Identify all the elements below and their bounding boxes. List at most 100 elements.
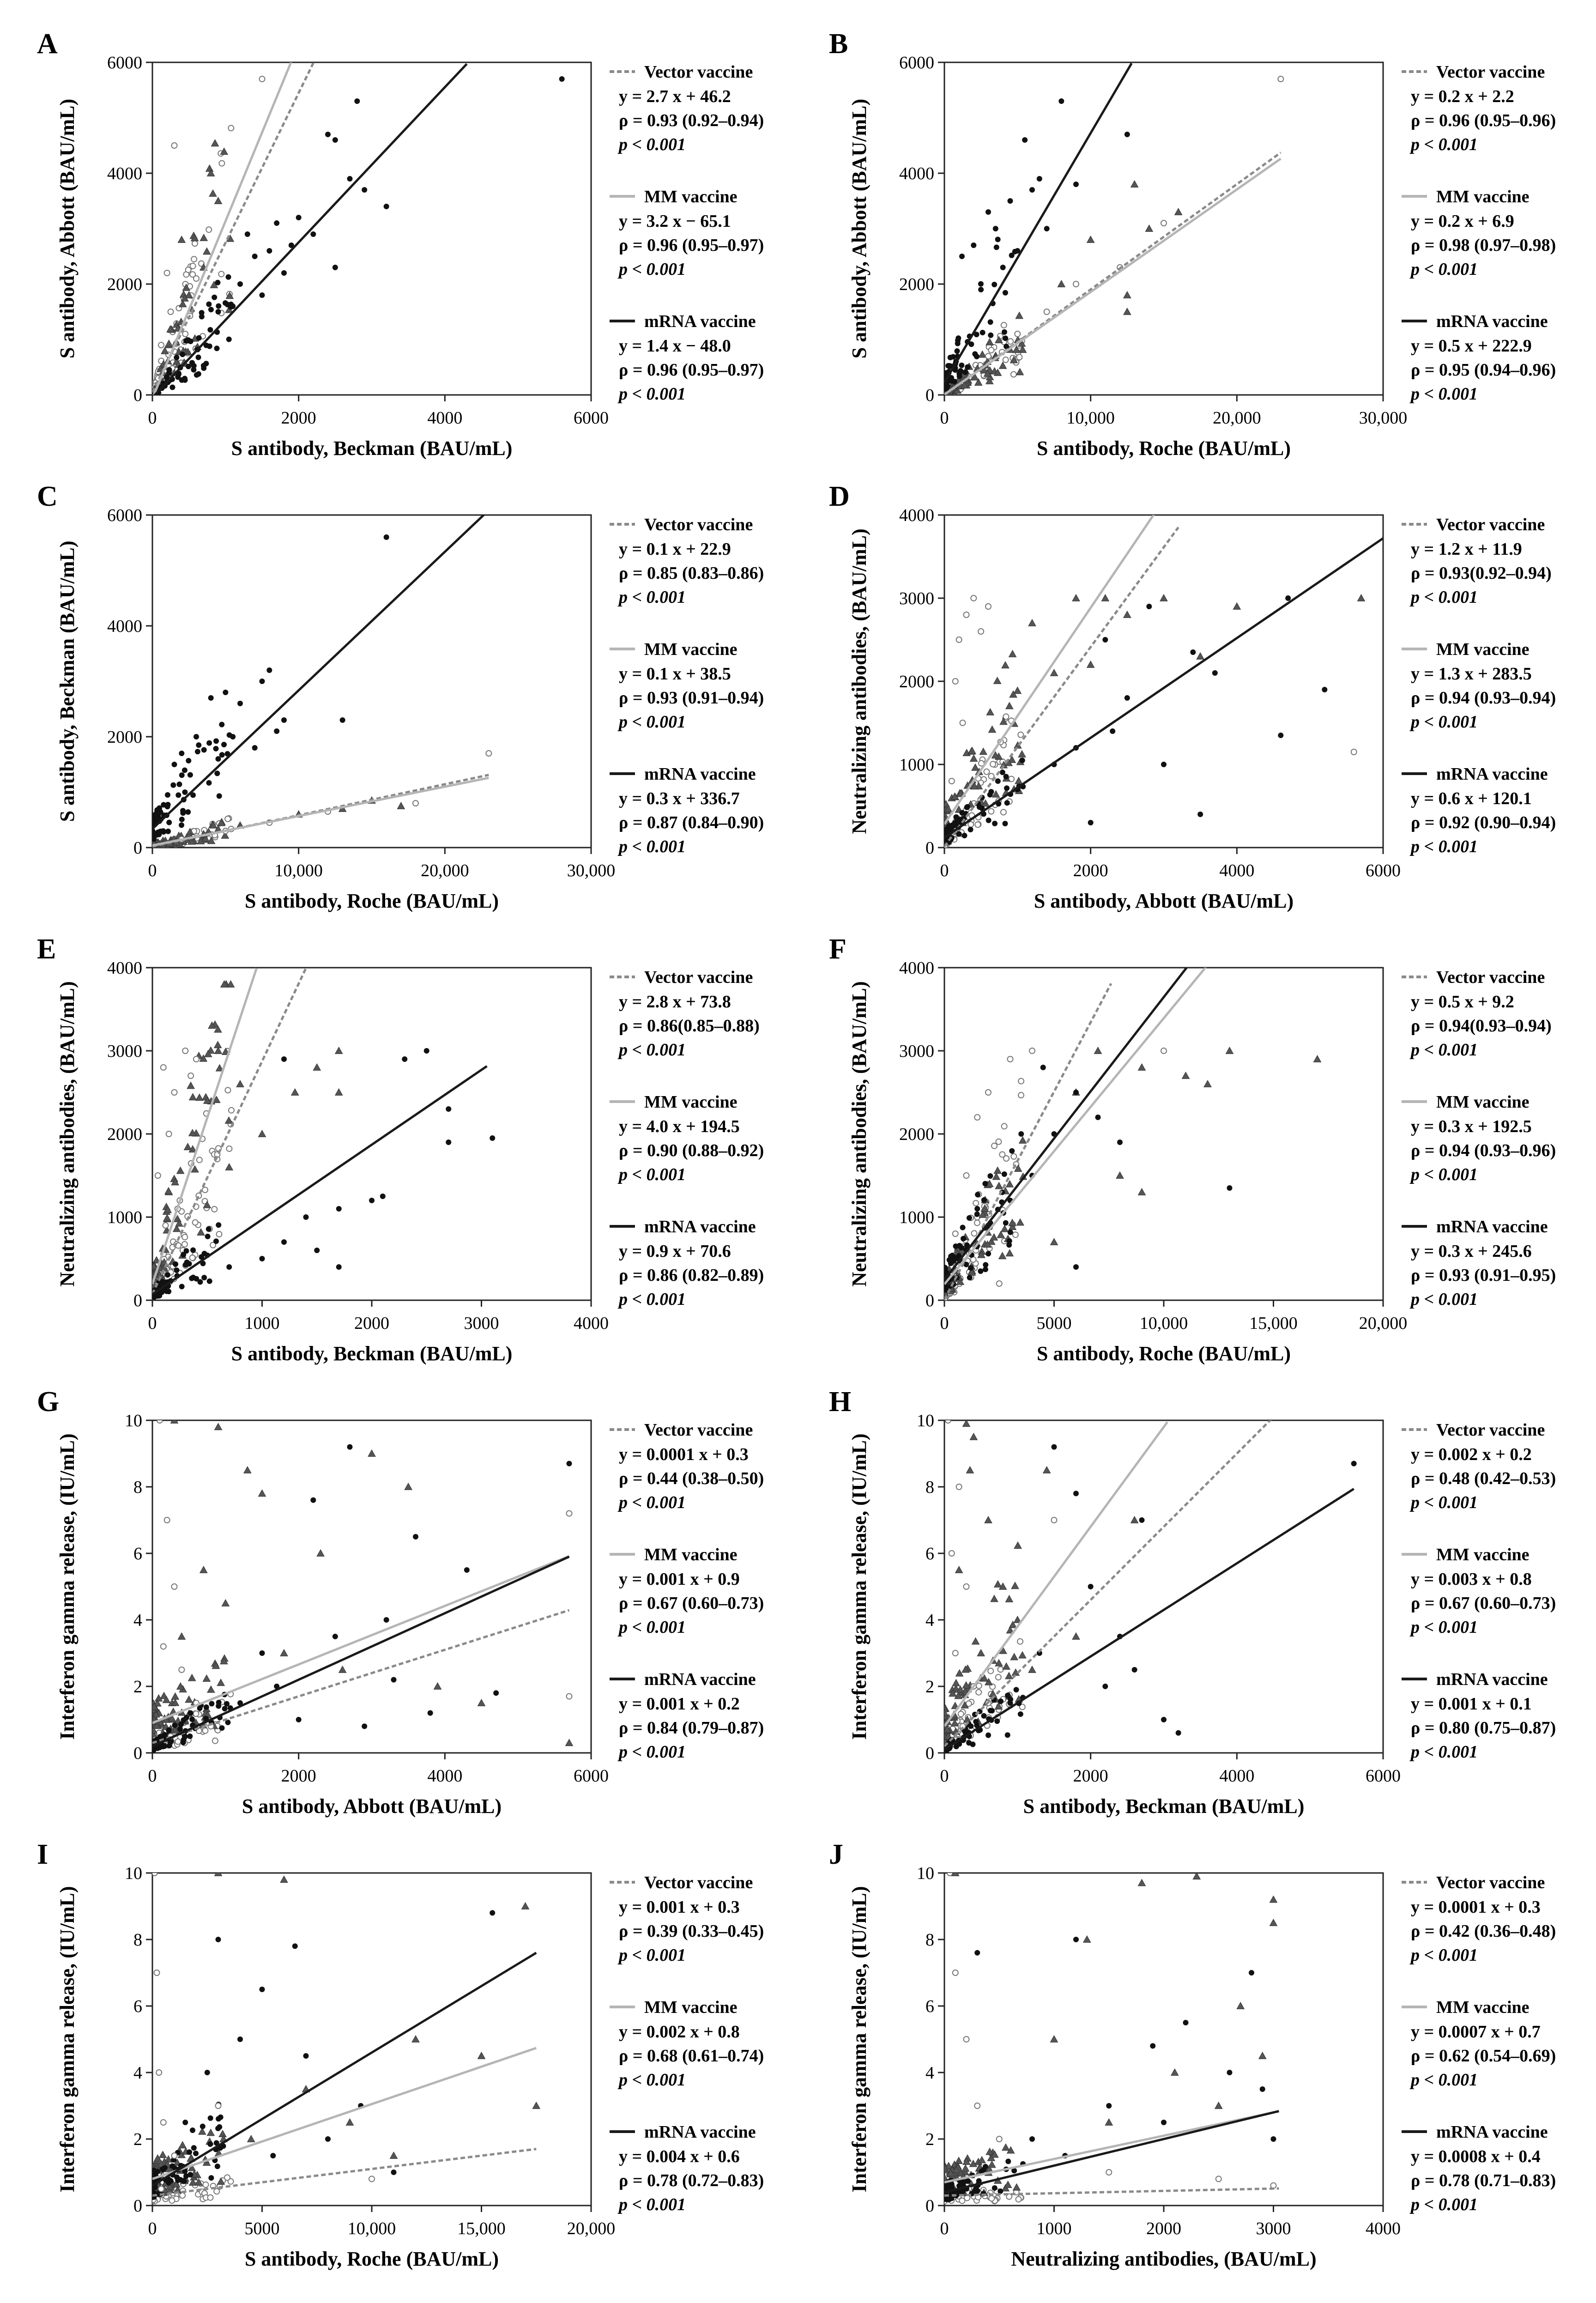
point-mm-cluster: [188, 1128, 197, 1136]
point-mm-cluster: [997, 1230, 1005, 1238]
y-tick-label: 8: [133, 1930, 142, 1950]
point-mrna: [325, 2136, 331, 2142]
legend-equation: y = 0.5 x + 222.9: [1411, 336, 1532, 356]
point-mrna-cluster: [213, 738, 219, 744]
x-tick-label: 10,000: [1140, 1314, 1188, 1333]
y-tick-label: 0: [925, 838, 934, 858]
point-mrna-cluster: [182, 789, 188, 795]
point-mrna: [1249, 1970, 1254, 1976]
regression-line-mrna: [153, 63, 468, 395]
point-mm-cluster: [968, 746, 976, 754]
regression-line-mrna: [944, 1488, 1355, 1751]
point-vector-cluster: [212, 1737, 218, 1744]
legend-rho: ρ = 0.94 (0.93–0.94): [1411, 688, 1556, 708]
point-mm-cluster: [187, 2164, 196, 2171]
point-mrna-cluster: [166, 1727, 172, 1733]
point-mm: [1072, 594, 1080, 601]
point-mrna-cluster: [974, 1211, 980, 1217]
legend-series-name: MM vaccine: [644, 187, 738, 206]
point-mrna: [490, 1910, 496, 1916]
point-vector-cluster: [957, 1710, 964, 1717]
point-mm-cluster: [225, 291, 234, 299]
point-mm: [1042, 1466, 1051, 1473]
point-mrna: [427, 1710, 433, 1716]
point-mm-cluster: [162, 1696, 171, 1703]
x-tick-label: 4000: [1366, 2219, 1401, 2238]
point-mrna-cluster: [955, 340, 961, 346]
point-mm: [1160, 594, 1168, 601]
regression-line-mrna: [152, 1065, 488, 1296]
x-tick-label: 15,000: [457, 2219, 506, 2238]
regression-line-vector: [944, 2187, 1279, 2197]
point-mrna-cluster: [982, 1181, 988, 1187]
point-vector: [1073, 281, 1079, 287]
point-mrna: [1131, 1667, 1137, 1673]
legend-series-name: Vector vaccine: [1436, 515, 1545, 534]
point-mrna: [1044, 226, 1050, 231]
point-mrna-cluster: [161, 802, 167, 808]
point-mrna-cluster: [991, 2185, 998, 2191]
point-vector-cluster: [185, 267, 192, 273]
y-tick-label: 4000: [107, 164, 142, 183]
y-axis-label: Neutralizing antibodies, (BAU/mL): [848, 528, 871, 834]
legend-p-value: p < 0.001: [1409, 2070, 1478, 2090]
point-mm-cluster: [1008, 649, 1017, 657]
point-mrna-cluster: [206, 301, 212, 307]
regression-line-vector: [152, 2148, 537, 2197]
point-mrna: [1102, 637, 1108, 642]
point-mrna: [292, 1943, 298, 1949]
point-mrna: [1161, 1717, 1167, 1722]
point-mm-cluster: [152, 1721, 161, 1729]
point-mrna: [959, 254, 965, 259]
legend-rho: ρ = 0.94(0.93–0.94): [1411, 1016, 1552, 1036]
point-vector: [158, 342, 164, 348]
point-mm-cluster: [983, 369, 992, 377]
panel-letter: I: [37, 1839, 48, 1870]
y-axis-label: Interferon gamma release, (IU/mL): [56, 1433, 79, 1739]
point-mm-cluster: [1000, 1224, 1009, 1232]
point-mm-cluster: [188, 1145, 197, 1153]
point-mm: [1086, 235, 1095, 243]
point-mm: [280, 1875, 288, 1883]
y-tick-label: 6000: [899, 53, 934, 73]
point-mrna-cluster: [179, 377, 185, 383]
point-mm: [969, 1432, 978, 1440]
point-mrna-cluster: [207, 2141, 213, 2147]
point-vector: [963, 1172, 970, 1179]
legend-series-name: mRNA vaccine: [1436, 1217, 1548, 1236]
point-mrna: [332, 137, 338, 143]
point-mm-cluster: [203, 1200, 212, 1208]
x-axis-label: Neutralizing antibodies, (BAU/mL): [1011, 2248, 1316, 2270]
point-mm: [1050, 668, 1058, 676]
point-mm: [1123, 610, 1131, 618]
y-axis-label: Neutralizing antibodies, (BAU/mL): [56, 981, 79, 1286]
point-vector-cluster: [228, 1107, 235, 1114]
plot-area: [944, 62, 1284, 395]
y-tick-label: 1000: [899, 755, 934, 775]
point-vector: [156, 1420, 163, 1424]
point-mrna-cluster: [1004, 785, 1010, 791]
x-tick-label: 3000: [464, 1314, 499, 1333]
point-mrna-cluster: [1011, 2168, 1017, 2174]
point-mm: [404, 1482, 413, 1490]
y-tick-label: 6: [133, 1997, 142, 2016]
point-mrna-cluster: [215, 279, 221, 285]
point-mm-cluster: [207, 836, 216, 844]
point-mrna-cluster: [993, 244, 999, 250]
point-mrna-cluster: [177, 1726, 183, 1732]
point-vector-cluster: [224, 815, 231, 822]
point-mrna-cluster: [178, 1721, 184, 1727]
point-vector-cluster: [216, 1231, 223, 1238]
point-mrna: [288, 242, 294, 248]
point-vector: [978, 628, 985, 635]
x-tick-label: 4000: [1219, 861, 1254, 880]
point-mm-cluster: [183, 1143, 192, 1151]
point-mrna-cluster: [995, 236, 1001, 242]
legend-rho: ρ = 0.90 (0.88–0.92): [619, 1141, 764, 1160]
plot-area: [152, 62, 565, 395]
point-mm-cluster: [969, 2159, 978, 2167]
y-tick-label: 2: [133, 2130, 142, 2149]
plot-area: [152, 515, 492, 848]
legend-p-value: p < 0.001: [617, 2195, 686, 2214]
point-mm-cluster: [1002, 2143, 1010, 2151]
